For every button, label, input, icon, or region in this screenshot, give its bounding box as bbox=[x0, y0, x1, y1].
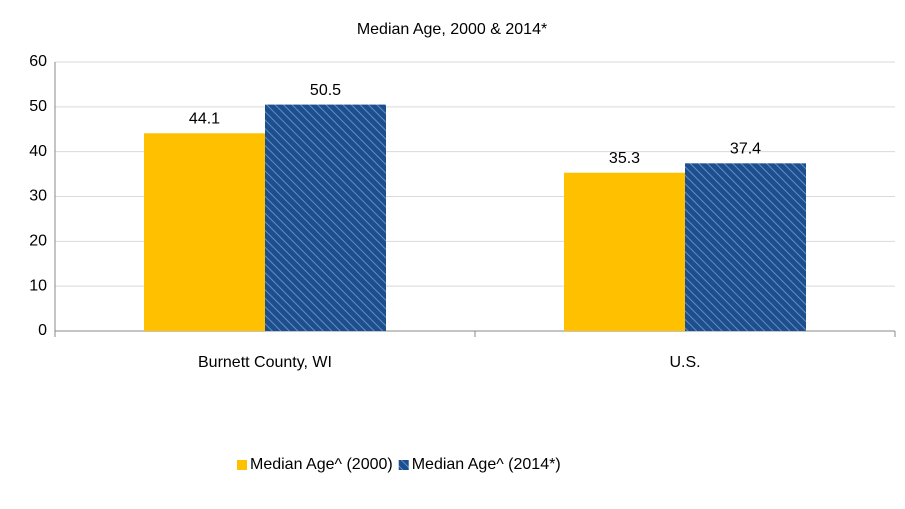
chart-title: Median Age, 2000 & 2014* bbox=[357, 21, 547, 38]
y-tick-label: 60 bbox=[29, 53, 47, 70]
data-label: 50.5 bbox=[310, 82, 341, 99]
y-tick-label: 30 bbox=[29, 188, 47, 205]
x-tick-label: U.S. bbox=[669, 354, 700, 371]
legend-label: Median Age^ (2000) bbox=[250, 456, 393, 473]
x-tick-label: Burnett County, WI bbox=[198, 354, 332, 371]
y-tick-label: 0 bbox=[38, 322, 47, 339]
bar bbox=[564, 172, 685, 331]
legend-swatch bbox=[398, 460, 409, 470]
data-label: 44.1 bbox=[189, 111, 220, 128]
y-tick-label: 10 bbox=[29, 277, 47, 294]
data-label: 37.4 bbox=[730, 141, 761, 158]
y-tick-label: 50 bbox=[29, 98, 47, 115]
data-label: 35.3 bbox=[609, 150, 640, 167]
legend-swatch bbox=[237, 460, 247, 470]
legend-label: Median Age^ (2014*) bbox=[412, 456, 561, 473]
bar bbox=[265, 104, 386, 331]
bar bbox=[144, 133, 265, 331]
bar bbox=[685, 163, 806, 331]
y-tick-label: 40 bbox=[29, 143, 47, 160]
y-tick-label: 20 bbox=[29, 233, 47, 250]
